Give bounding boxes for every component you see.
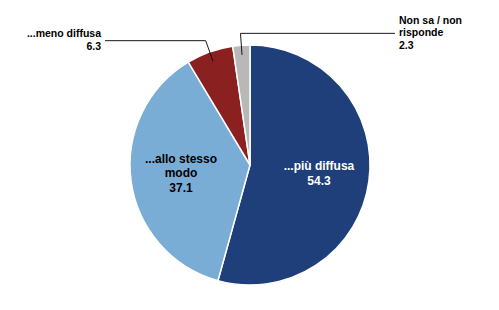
slice-label-line: ...allo stesso bbox=[145, 152, 217, 166]
slice-label: ...allo stessomodo bbox=[145, 152, 217, 180]
slice-label-line: modo bbox=[165, 167, 198, 181]
data-label: 54.3 bbox=[307, 174, 331, 188]
slice-label: ...più diffusa bbox=[284, 159, 355, 173]
pie bbox=[130, 45, 370, 285]
labels: ...più diffusa54.3 ...allo stessomodo37.1… bbox=[27, 14, 462, 195]
pie-slice bbox=[233, 45, 250, 165]
leader-line bbox=[240, 33, 395, 55]
slice-label-line: ...meno diffusa bbox=[27, 27, 101, 39]
slice-label-line: ...più diffusa bbox=[284, 159, 355, 173]
slice-label-line: Non sa / non bbox=[399, 14, 462, 26]
data-label: 6.3 bbox=[86, 40, 101, 52]
chart: ...più diffusa54.3 ...allo stessomodo37.1… bbox=[0, 0, 499, 310]
slice-label: ...meno diffusa bbox=[27, 27, 101, 39]
leader-line bbox=[105, 41, 213, 61]
data-label: 37.1 bbox=[169, 181, 193, 195]
slice-label: Non sa / nonrisponde bbox=[399, 14, 462, 39]
slice-label-line: risponde bbox=[399, 26, 443, 38]
data-label: 2.3 bbox=[399, 39, 414, 51]
